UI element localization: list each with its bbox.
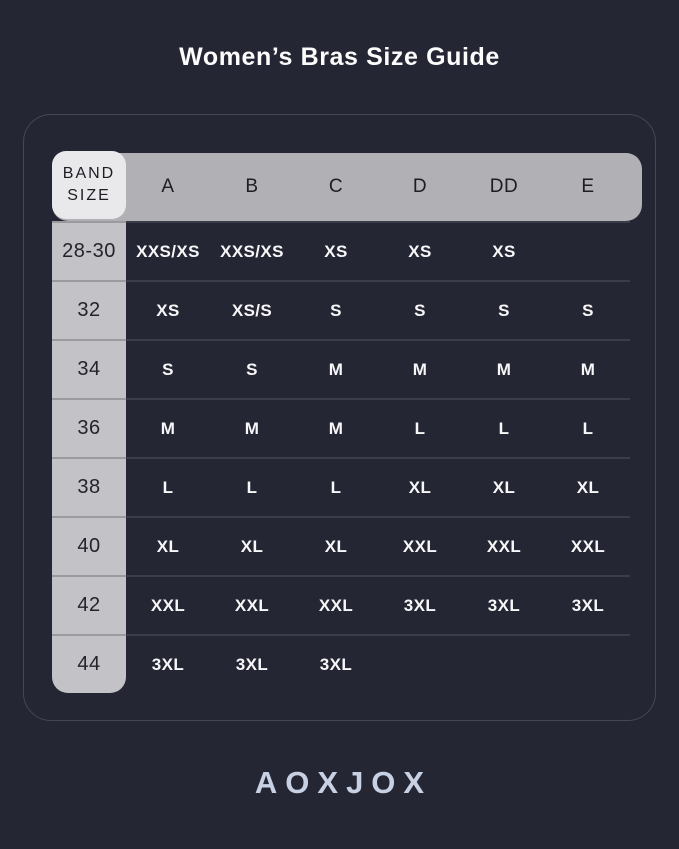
brand-logo: AOXJOX (254, 765, 433, 800)
size-cell: S (546, 280, 630, 339)
size-cell: XXL (126, 575, 210, 634)
band-size-cell: 32 (52, 280, 126, 339)
size-cell: XL (210, 516, 294, 575)
size-cell (378, 634, 462, 693)
size-cell (546, 634, 630, 693)
size-cell: XL (546, 457, 630, 516)
column-header-c: C (328, 176, 344, 197)
table-body: 28-30 XXS/XS XXS/XS XS XS XS 32 XS XS/S S S S S 3… (52, 221, 642, 693)
size-cell: L (546, 398, 630, 457)
size-cell: 3XL (210, 634, 294, 693)
column-header-b: B (245, 176, 259, 197)
size-cell (546, 221, 630, 280)
size-cell: 3XL (378, 575, 462, 634)
size-cell: S (462, 280, 546, 339)
column-header-a: A (161, 176, 175, 197)
size-cell: L (294, 457, 378, 516)
size-cell: M (294, 398, 378, 457)
size-cell: M (210, 398, 294, 457)
size-cell: M (546, 339, 630, 398)
size-cell: S (126, 339, 210, 398)
size-cell: XXL (210, 575, 294, 634)
size-cell: 3XL (294, 634, 378, 693)
table-row: 32 XS XS/S S S S S (52, 280, 642, 339)
column-header-d: D (412, 176, 428, 197)
size-table: BAND SIZE A B C D DD E 28-30 XXS/XS XXS/XS XS XS… (52, 151, 642, 693)
size-cell: S (294, 280, 378, 339)
size-cell: XS (126, 280, 210, 339)
table-row: 38 L L L XL XL XL (52, 457, 642, 516)
band-size-cell: 28-30 (52, 221, 126, 280)
band-size-column-background (52, 221, 126, 693)
page-title: Women’s Bras Size Guide (179, 43, 500, 71)
size-cell: S (378, 280, 462, 339)
band-size-label-line2: SIZE (67, 187, 111, 204)
band-size-cell: 44 (52, 634, 126, 693)
size-cell: XXL (378, 516, 462, 575)
size-cell: L (462, 398, 546, 457)
band-size-cell: 36 (52, 398, 126, 457)
band-size-header-cell: BAND SIZE (52, 151, 126, 219)
size-cell: XXL (462, 516, 546, 575)
size-cell: M (294, 339, 378, 398)
size-cell: XXL (294, 575, 378, 634)
band-size-cell: 38 (52, 457, 126, 516)
size-cell: 3XL (462, 575, 546, 634)
size-cell: XS (378, 221, 462, 280)
header-band (52, 153, 642, 221)
size-cell: XXL (546, 516, 630, 575)
header-grid: BAND SIZE A B C D DD E (52, 151, 642, 221)
size-cell: XS/S (210, 280, 294, 339)
band-size-cell: 40 (52, 516, 126, 575)
size-cell: XL (294, 516, 378, 575)
size-cell: XS (462, 221, 546, 280)
band-size-cell: 42 (52, 575, 126, 634)
size-cell: 3XL (546, 575, 630, 634)
size-cell: XXS/XS (126, 221, 210, 280)
table-row: 42 XXL XXL XXL 3XL 3XL 3XL (52, 575, 642, 634)
size-cell: L (210, 457, 294, 516)
size-cell: L (378, 398, 462, 457)
table-row: 40 XL XL XL XXL XXL XXL (52, 516, 642, 575)
table-header-row: BAND SIZE A B C D DD E (52, 151, 642, 221)
size-cell: 3XL (126, 634, 210, 693)
table-row: 44 3XL 3XL 3XL (52, 634, 642, 693)
size-cell: M (462, 339, 546, 398)
column-header-dd: DD (489, 176, 519, 197)
size-cell: S (210, 339, 294, 398)
size-cell: L (126, 457, 210, 516)
size-cell: M (378, 339, 462, 398)
size-table-card: BAND SIZE A B C D DD E 28-30 XXS/XS XXS/XS XS XS… (23, 114, 656, 721)
size-cell: M (126, 398, 210, 457)
size-cell: XL (378, 457, 462, 516)
table-row: 28-30 XXS/XS XXS/XS XS XS XS (52, 221, 642, 280)
column-header-e: E (581, 176, 595, 197)
size-cell: XS (294, 221, 378, 280)
band-size-cell: 34 (52, 339, 126, 398)
size-cell: XXS/XS (210, 221, 294, 280)
size-cell: XL (126, 516, 210, 575)
band-size-label-line1: BAND (62, 165, 116, 183)
size-cell (462, 634, 546, 693)
size-cell: XL (462, 457, 546, 516)
